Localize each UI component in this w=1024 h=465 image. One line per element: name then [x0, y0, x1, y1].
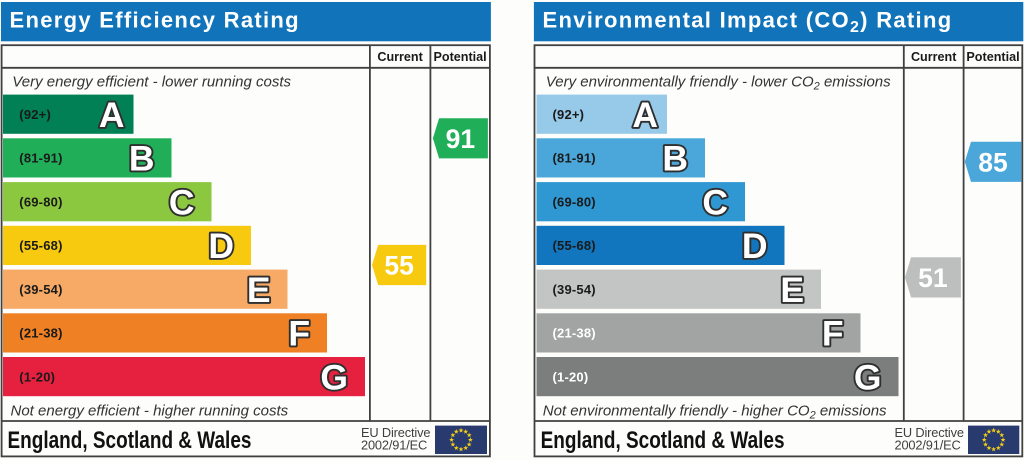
svg-text:Potential: Potential: [966, 50, 1019, 64]
svg-text:EU Directive: EU Directive: [361, 425, 430, 440]
svg-text:55: 55: [384, 251, 413, 281]
svg-text:D: D: [208, 226, 234, 266]
svg-text:F: F: [822, 314, 844, 354]
svg-text:E: E: [247, 270, 271, 310]
svg-text:(21-38): (21-38): [553, 326, 596, 341]
svg-text:Not energy efficient - higher: Not energy efficient - higher running co…: [11, 403, 289, 420]
svg-text:(21-38): (21-38): [19, 326, 62, 341]
svg-text:Current: Current: [911, 50, 957, 64]
svg-text:A: A: [632, 95, 658, 135]
svg-text:England, Scotland & Wales: England, Scotland & Wales: [8, 426, 252, 454]
svg-text:F: F: [288, 314, 310, 354]
svg-text:Potential: Potential: [434, 50, 487, 64]
svg-text:Energy Efficiency Rating: Energy Efficiency Rating: [10, 8, 300, 33]
svg-text:G: G: [854, 357, 882, 397]
svg-text:EU Directive: EU Directive: [895, 425, 964, 440]
svg-text:(1-20): (1-20): [19, 369, 55, 384]
svg-text:C: C: [702, 183, 728, 223]
svg-text:91: 91: [446, 124, 475, 154]
svg-text:(92+): (92+): [19, 107, 51, 122]
svg-text:(39-54): (39-54): [19, 282, 62, 297]
svg-text:Environmental Impact (CO2) Rat: Environmental Impact (CO2) Rating: [543, 8, 953, 36]
svg-text:(69-80): (69-80): [553, 194, 596, 209]
svg-text:A: A: [99, 95, 125, 135]
svg-text:(55-68): (55-68): [19, 238, 62, 253]
svg-text:(81-91): (81-91): [553, 151, 596, 166]
svg-text:(69-80): (69-80): [19, 194, 62, 209]
svg-text:Not environmentally friendly -: Not environmentally friendly - higher CO…: [543, 403, 887, 422]
svg-text:(81-91): (81-91): [19, 151, 62, 166]
svg-text:2002/91/EC: 2002/91/EC: [361, 437, 427, 452]
svg-text:E: E: [780, 270, 804, 310]
svg-text:(92+): (92+): [553, 107, 585, 122]
svg-text:Very environmentally friendly: Very environmentally friendly - lower CO…: [546, 74, 891, 93]
svg-text:(55-68): (55-68): [553, 238, 596, 253]
svg-text:England, Scotland & Wales: England, Scotland & Wales: [541, 426, 785, 454]
svg-text:G: G: [320, 357, 348, 397]
svg-text:2002/91/EC: 2002/91/EC: [895, 437, 961, 452]
svg-text:Current: Current: [377, 50, 423, 64]
svg-text:(1-20): (1-20): [553, 369, 589, 384]
svg-text:85: 85: [978, 147, 1007, 177]
svg-text:C: C: [169, 183, 195, 223]
svg-text:B: B: [129, 139, 155, 179]
svg-text:Very energy efficient - lower: Very energy efficient - lower running co…: [12, 74, 291, 91]
svg-text:D: D: [742, 226, 768, 266]
svg-text:51: 51: [918, 263, 947, 293]
svg-text:(39-54): (39-54): [553, 282, 596, 297]
svg-text:B: B: [662, 139, 688, 179]
